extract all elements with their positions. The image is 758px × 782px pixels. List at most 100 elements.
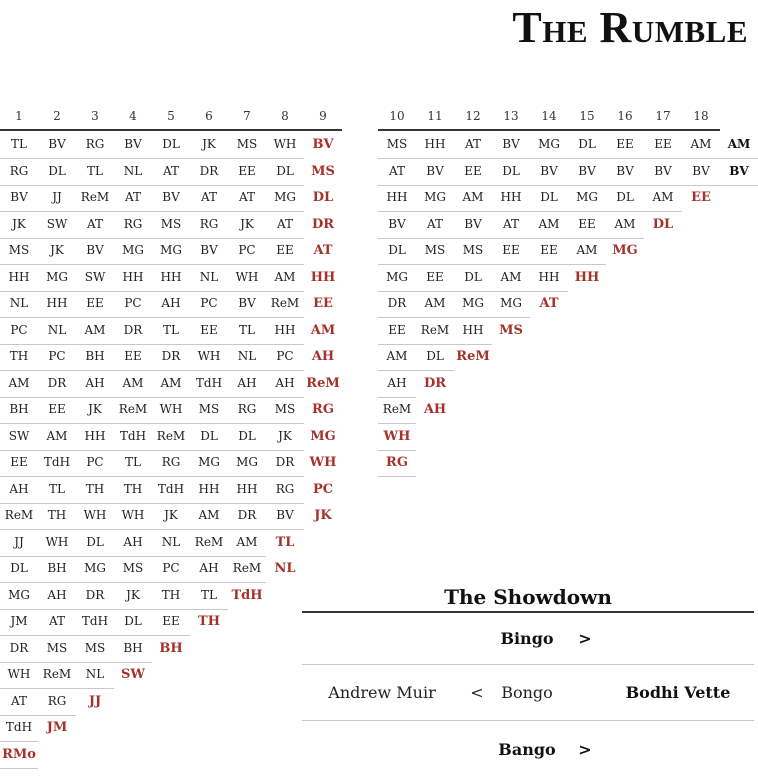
right-row-rule bbox=[378, 343, 492, 345]
rumble-cell: WH bbox=[83, 508, 107, 522]
rumble-cell: BH bbox=[159, 640, 183, 656]
round-header: 16 bbox=[617, 109, 633, 123]
rumble-cell: EE bbox=[313, 296, 333, 311]
rumble-cell: HH bbox=[198, 481, 220, 496]
rumble-cell: AM bbox=[8, 375, 30, 390]
rumble-cell: MG bbox=[310, 428, 336, 444]
showdown-top-rule bbox=[302, 611, 754, 613]
rumble-cell: DR bbox=[199, 163, 219, 178]
round-header: 4 bbox=[129, 109, 137, 123]
rumble-cell: BV bbox=[162, 190, 180, 204]
round-header: 14 bbox=[541, 109, 557, 123]
rumble-cell: NL bbox=[237, 349, 257, 363]
rumble-cell: BV bbox=[238, 296, 256, 310]
rumble-cell: TH bbox=[47, 508, 67, 522]
rumble-cell: DR bbox=[123, 322, 143, 337]
rumble-cell: MS bbox=[160, 216, 182, 231]
rumble-cell: MG bbox=[612, 243, 638, 258]
rumble-cell: MS bbox=[424, 243, 446, 257]
round-header: 8 bbox=[281, 109, 289, 123]
rumble-cell: SW bbox=[84, 269, 106, 284]
rumble-cell: TL bbox=[163, 322, 179, 337]
rumble-cell: NL bbox=[161, 534, 181, 549]
rumble-cell: DL bbox=[616, 190, 634, 204]
rumble-cell: EE bbox=[388, 322, 406, 337]
rumble-cell: WH bbox=[235, 269, 259, 284]
rumble-cell: RG bbox=[85, 137, 105, 151]
rumble-cell: TL bbox=[11, 137, 27, 151]
rumble-cell: AH bbox=[9, 481, 29, 496]
rumble-cell: TH bbox=[9, 349, 29, 363]
left-row-rule bbox=[0, 529, 304, 530]
rumble-cell: BV bbox=[502, 137, 520, 151]
right-row-rule bbox=[378, 370, 454, 371]
rumble-cell: TH bbox=[123, 481, 143, 496]
left-row-rule bbox=[0, 317, 304, 318]
rumble-cell: AH bbox=[423, 402, 447, 417]
rumble-cell: MS bbox=[274, 402, 296, 416]
rumble-cell: TL bbox=[87, 163, 103, 178]
round-header: 18 bbox=[693, 109, 709, 123]
rumble-cell: DR bbox=[237, 508, 257, 522]
rumble-cell: MG bbox=[8, 587, 30, 602]
rumble-cell: PC bbox=[48, 349, 66, 363]
rumble-cell: TdH bbox=[43, 455, 71, 469]
rumble-cell: ReM bbox=[42, 667, 72, 681]
rumble-cell: TH bbox=[198, 614, 220, 629]
rumble-cell: MS bbox=[236, 137, 258, 151]
rumble-cell: JJ bbox=[14, 534, 24, 549]
right-row-rule bbox=[378, 423, 416, 424]
round-header: 13 bbox=[503, 109, 519, 123]
rumble-cell: AM bbox=[538, 216, 560, 231]
right-row-rule bbox=[378, 158, 758, 159]
rumble-cell: AH bbox=[387, 375, 407, 390]
rumble-cell: ReM bbox=[118, 402, 148, 416]
round-header: 2 bbox=[53, 109, 61, 123]
round-header: 11 bbox=[427, 109, 443, 123]
rumble-cell: DL bbox=[124, 614, 142, 628]
rumble-cell: EE bbox=[578, 216, 596, 231]
rumble-cell: AH bbox=[123, 534, 143, 549]
showdown-row-bottom: Bango > bbox=[302, 740, 754, 780]
rumble-cell: DR bbox=[387, 296, 407, 310]
rumble-cell: JK bbox=[202, 137, 216, 151]
left-row-rule bbox=[0, 370, 304, 371]
rumble-cell: AH bbox=[199, 561, 219, 575]
left-row-rule bbox=[0, 211, 304, 212]
rumble-cell: AM bbox=[386, 349, 408, 363]
rumble-cell: ReM bbox=[270, 296, 300, 310]
rumble-cell: DL bbox=[276, 163, 294, 178]
rumble-cell: AM bbox=[236, 534, 258, 549]
rumble-cell: TL bbox=[125, 455, 141, 469]
rumble-cell: AT bbox=[238, 190, 255, 204]
rumble-cell: AM bbox=[84, 322, 106, 337]
rumble-cell: DL bbox=[48, 163, 66, 178]
round-header: 6 bbox=[205, 109, 213, 123]
rumble-cell: BV bbox=[388, 216, 406, 231]
left-header-rule bbox=[0, 129, 342, 131]
rumble-cell: EE bbox=[10, 455, 28, 469]
rumble-cell: WH bbox=[273, 137, 297, 151]
rumble-cell: MS bbox=[8, 243, 30, 257]
rumble-cell: ReM bbox=[306, 375, 340, 391]
rumble-cell: BV bbox=[200, 243, 218, 257]
rumble-cell: AT bbox=[388, 163, 405, 178]
rumble-cell: AM bbox=[160, 375, 182, 390]
rumble-cell: BV bbox=[729, 163, 749, 178]
rumble-cell: DL bbox=[86, 534, 104, 549]
rumble-cell: AT bbox=[10, 693, 27, 708]
rumble-cell: MS bbox=[46, 640, 68, 655]
rumble-cell: AM bbox=[727, 137, 751, 151]
rumble-cell: AT bbox=[200, 190, 217, 204]
rumble-cell: WH bbox=[383, 428, 411, 444]
rumble-cell: EE bbox=[162, 614, 180, 628]
rumble-cell: AM bbox=[424, 296, 446, 310]
rumble-cell: SW bbox=[46, 216, 68, 231]
rumble-cell: RG bbox=[275, 481, 295, 496]
rumble-cell: HH bbox=[46, 296, 68, 310]
rumble-cell: RG bbox=[237, 402, 257, 416]
rumble-cell: HH bbox=[8, 269, 30, 284]
showdown-left-player: Andrew Muir bbox=[328, 683, 436, 702]
rumble-cell: HH bbox=[574, 269, 600, 285]
showdown-middle-name: Bongo bbox=[501, 683, 553, 702]
